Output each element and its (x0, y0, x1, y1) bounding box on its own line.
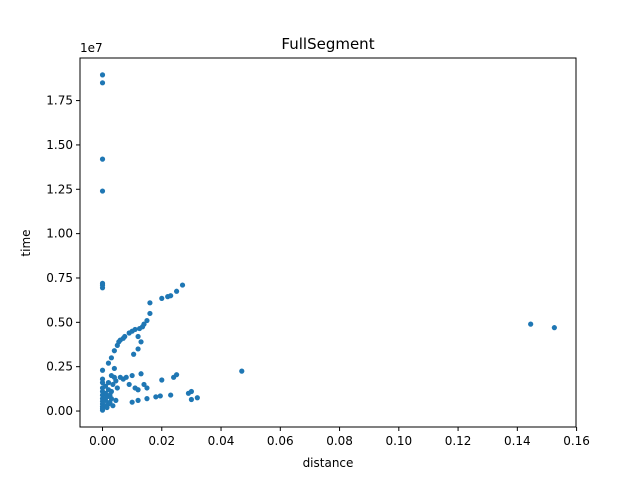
data-point (99, 188, 106, 194)
data-point (123, 374, 129, 380)
data-point (188, 396, 195, 403)
y-tick-label: 0.50 (46, 315, 73, 329)
data-point (99, 72, 106, 78)
x-tick-label: 0.04 (208, 434, 235, 448)
data-point (159, 377, 165, 383)
data-point (102, 383, 109, 389)
data-point (111, 365, 117, 372)
data-point (113, 378, 119, 384)
data-point (135, 387, 141, 393)
data-point (131, 351, 137, 357)
x-tick-label: 0.06 (267, 434, 294, 448)
data-point (153, 394, 159, 400)
data-point (105, 380, 112, 386)
points-layer (99, 72, 557, 413)
data-point (105, 360, 112, 366)
y-tick-label: 1.50 (46, 138, 73, 152)
y-tick-label: 1.25 (46, 182, 73, 196)
x-tick-label: 0.08 (326, 434, 353, 448)
data-point (99, 380, 106, 386)
data-point (551, 325, 557, 331)
data-point (99, 156, 106, 162)
data-point (110, 381, 116, 388)
data-point (144, 396, 150, 402)
data-point (114, 385, 120, 391)
data-point (168, 293, 174, 299)
y-axis-label: time (19, 229, 33, 256)
x-axis-ticks: 0.00 0.02 0.04 0.06 0.08 0.10 0.12 0.14 0.16 (89, 427, 590, 448)
data-point (138, 371, 144, 377)
data-point (122, 333, 128, 340)
plot-frame (79, 57, 577, 428)
data-point (239, 368, 245, 374)
data-point (159, 295, 165, 301)
x-tick-label: 0.00 (89, 434, 116, 448)
data-point (111, 348, 117, 354)
x-tick-label: 0.10 (385, 434, 412, 448)
data-point (132, 326, 138, 333)
data-point (99, 80, 106, 86)
data-point (99, 285, 106, 291)
data-point (173, 372, 180, 378)
x-tick-label: 0.12 (445, 434, 472, 448)
data-point (188, 388, 195, 395)
y-tick-label: 0.00 (46, 404, 73, 418)
data-point (194, 395, 200, 401)
y-tick-label: 1.75 (46, 94, 73, 108)
data-point (144, 385, 150, 391)
x-axis-label: distance (303, 456, 354, 470)
data-point (179, 282, 186, 288)
data-point (141, 321, 147, 327)
data-point (108, 355, 115, 361)
data-point (126, 381, 132, 388)
y-tick-label: 1.00 (46, 227, 73, 241)
data-point (144, 317, 150, 324)
data-point (147, 300, 153, 306)
data-point (110, 403, 116, 409)
data-point (99, 367, 106, 373)
data-point (129, 399, 135, 405)
data-point (168, 392, 174, 398)
x-tick-label: 0.16 (563, 434, 590, 448)
x-tick-label: 0.02 (148, 434, 175, 448)
data-point (135, 346, 141, 352)
chart-title: FullSegment (281, 35, 374, 53)
data-point (135, 333, 141, 340)
data-point (141, 381, 147, 388)
x-tick-label: 0.14 (504, 434, 531, 448)
y-offset-label: 1e7 (80, 41, 103, 55)
data-point (129, 372, 135, 379)
data-point (135, 397, 141, 403)
data-point (99, 407, 106, 413)
data-point (157, 393, 163, 399)
y-tick-label: 0.75 (46, 271, 73, 285)
data-point (113, 397, 119, 403)
data-point (147, 310, 153, 317)
data-point (108, 396, 115, 402)
data-point (138, 339, 144, 345)
y-tick-label: 0.25 (46, 360, 73, 374)
data-point (108, 388, 115, 395)
data-point (173, 288, 180, 294)
y-axis-ticks: 0.00 0.25 0.50 0.75 1.00 1.25 1.50 1.75 (46, 94, 80, 418)
data-point (528, 321, 534, 327)
